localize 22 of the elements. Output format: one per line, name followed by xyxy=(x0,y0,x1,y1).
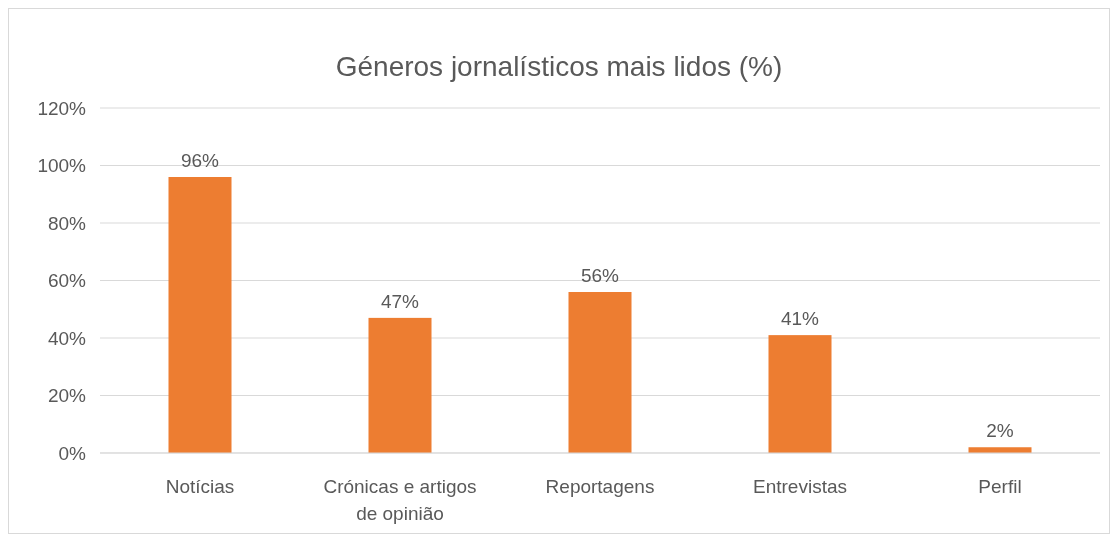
x-tick-label: Entrevistas xyxy=(753,476,847,497)
bar xyxy=(168,177,232,453)
y-tick-label: 80% xyxy=(47,212,87,234)
bar xyxy=(568,292,632,453)
y-tick-label: 20% xyxy=(47,385,87,407)
y-tick-label: 100% xyxy=(37,155,87,177)
x-tick-label: Perfil xyxy=(978,476,1022,497)
x-tick-label: Reportagens xyxy=(545,476,655,497)
data-label: 2% xyxy=(986,420,1014,442)
x-tick-label: Notícias xyxy=(165,476,235,497)
bar xyxy=(768,335,832,453)
y-tick-label: 0% xyxy=(58,442,87,464)
chart-title: Géneros jornalísticos mais lidos (%) xyxy=(335,51,783,82)
data-label: 96% xyxy=(180,150,220,171)
y-tick-label: 120% xyxy=(37,97,87,119)
x-tick-label: Crónicas e artigos de opinião xyxy=(323,476,477,524)
data-label: 47% xyxy=(380,290,420,312)
bar xyxy=(368,317,432,453)
data-label: 56% xyxy=(580,265,620,286)
data-label: 41% xyxy=(780,308,820,330)
y-tick-label: 40% xyxy=(47,327,87,349)
y-tick-label: 60% xyxy=(47,270,87,292)
